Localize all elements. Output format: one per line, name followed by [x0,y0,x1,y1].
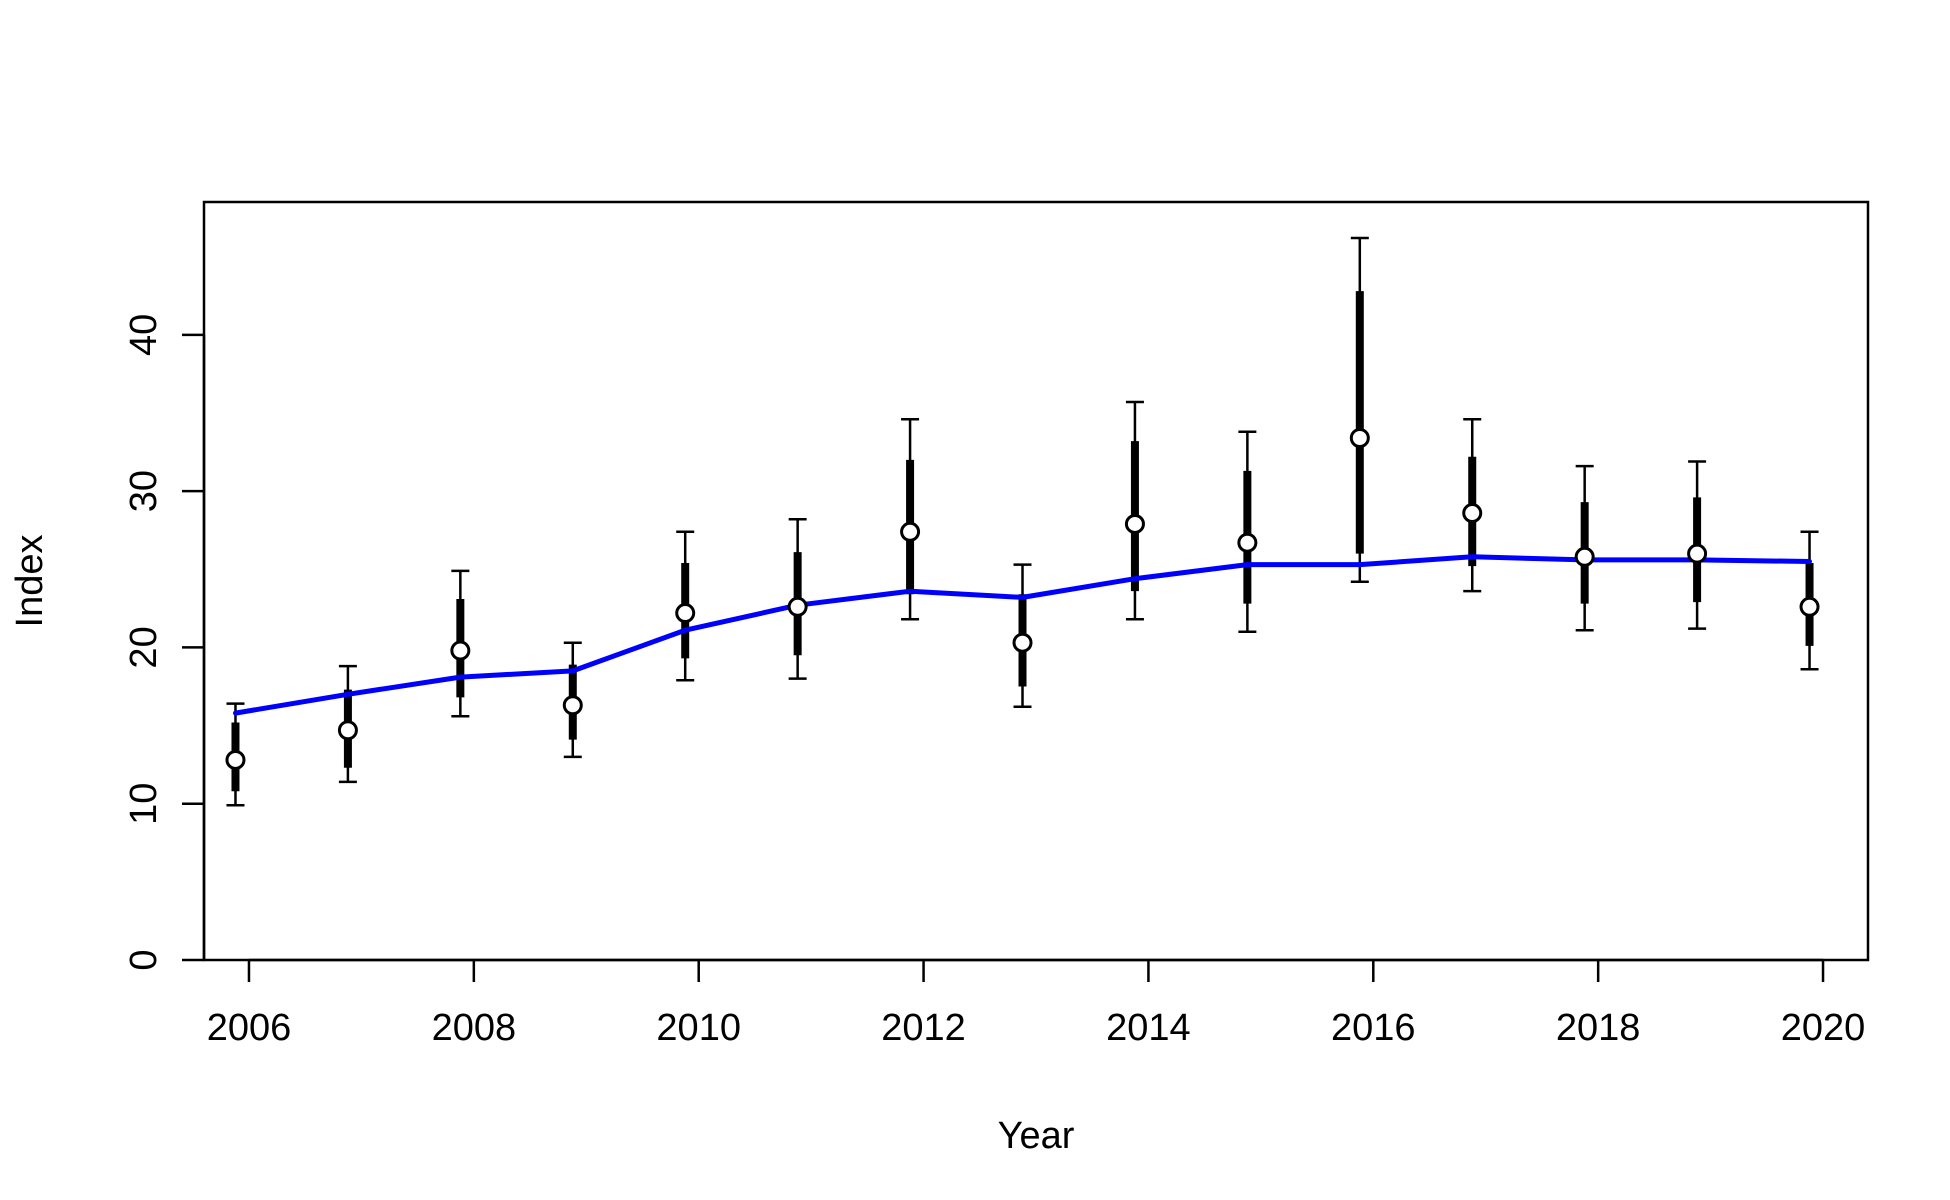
plot-area-frame [202,200,1870,962]
observed-point-14 [1799,596,1820,617]
observed-point-0 [225,749,246,770]
x-tick-label-2020: 2020 [1781,1007,1866,1049]
observed-points [225,427,1820,770]
x-tick-label-2016: 2016 [1331,1007,1416,1049]
y-tick-label-20: 20 [123,626,165,668]
x-tick-label-2010: 2010 [656,1007,741,1049]
observed-point-10 [1349,427,1370,448]
x-tick-label-2006: 2006 [207,1007,292,1049]
y-tick-label-40: 40 [123,314,165,356]
x-tick-label-2012: 2012 [881,1007,966,1049]
observed-point-1 [337,720,358,741]
x-tick-label-2018: 2018 [1556,1007,1641,1049]
observed-point-9 [1237,532,1258,553]
x-tick-label-2008: 2008 [432,1007,517,1049]
observed-point-3 [562,695,583,716]
observed-point-6 [900,521,921,542]
observed-point-11 [1462,503,1483,524]
observed-point-4 [675,603,696,624]
observed-point-12 [1574,546,1595,567]
fitted-line [233,554,1812,716]
y-axis: 0 10 20 30 40 [123,314,206,971]
error-bars [226,236,1819,807]
observed-point-8 [1124,513,1145,534]
y-axis-title: Index [9,535,51,628]
observed-point-7 [1012,632,1033,653]
x-axis: 2006 2008 2010 2012 2014 2016 2018 2020 [207,958,1866,1049]
x-axis-title: Year [998,1115,1075,1157]
y-tick-label-0: 0 [123,949,165,970]
y-tick-label-10: 10 [123,783,165,825]
x-tick-label-2014: 2014 [1106,1007,1191,1049]
observed-point-2 [450,640,471,661]
y-tick-label-30: 30 [123,470,165,512]
observed-point-5 [787,596,808,617]
fitted-line-layer [233,554,1812,716]
observed-point-13 [1687,543,1708,564]
